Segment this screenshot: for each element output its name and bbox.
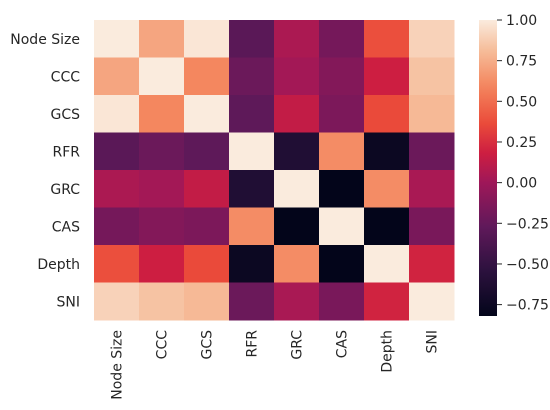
- heatmap-cell: [319, 57, 365, 96]
- heatmap-cell: [94, 57, 140, 96]
- heatmap-cell: [364, 282, 410, 321]
- heatmap-cell: [409, 245, 455, 283]
- heatmap-cell: [139, 170, 185, 208]
- heatmap-cell: [364, 95, 410, 133]
- heatmap-cell: [364, 170, 410, 208]
- heatmap-cell: [319, 95, 365, 133]
- y-tick-label: GCS: [50, 107, 80, 123]
- x-tick-label: Node Size: [110, 330, 126, 400]
- heatmap-cell: [139, 282, 185, 321]
- colorbar-tick-label: 0.00: [506, 176, 537, 192]
- heatmap-cell: [274, 170, 320, 208]
- heatmap-cell: [409, 282, 455, 321]
- heatmap-cell: [94, 245, 140, 283]
- heatmap-cell: [319, 207, 365, 246]
- heatmap-cell: [94, 170, 140, 208]
- heatmap-cell: [409, 207, 455, 246]
- y-tick-label: SNI: [57, 294, 81, 310]
- heatmap-cell: [229, 207, 275, 246]
- heatmap-cell: [409, 170, 455, 208]
- heatmap-cell: [94, 95, 140, 133]
- heatmap-cell: [274, 95, 320, 133]
- heatmap-cell: [274, 245, 320, 283]
- y-axis-labels: Node Size CCC GCS RFR GRC CAS Depth SNI: [10, 32, 80, 311]
- heatmap-cell: [139, 20, 185, 58]
- x-tick-label: CCC: [155, 330, 171, 360]
- x-tick-label: RFR: [245, 330, 261, 358]
- heatmap-cell: [94, 282, 140, 321]
- heatmap-cell: [139, 57, 185, 96]
- heatmap-cell: [364, 207, 410, 246]
- heatmap-cell: [274, 132, 320, 171]
- heatmap-cell: [184, 57, 230, 96]
- x-tick-label: CAS: [335, 330, 351, 358]
- x-tick-label: GCS: [200, 330, 216, 360]
- heatmap-cell: [409, 57, 455, 96]
- y-tick-label: CAS: [52, 219, 80, 235]
- heatmap-cell: [139, 132, 185, 171]
- colorbar-tick-label: 0.25: [506, 135, 537, 151]
- heatmap-cell: [94, 207, 140, 246]
- heatmap-cell: [229, 245, 275, 283]
- heatmap-cell: [184, 245, 230, 283]
- heatmap-cell: [184, 132, 230, 171]
- heatmap-cell: [184, 207, 230, 246]
- colorbar-tick-label: 0.75: [506, 54, 537, 70]
- y-tick-label: Node Size: [10, 32, 80, 48]
- heatmap-cell: [364, 132, 410, 171]
- heatmap-cell: [409, 20, 455, 58]
- x-tick-label: Depth: [380, 330, 396, 373]
- heatmap-cells: [94, 20, 455, 321]
- heatmap-cell: [94, 20, 140, 58]
- heatmap-cell: [319, 170, 365, 208]
- colorbar-tick-label: −0.50: [506, 257, 549, 273]
- heatmap-cell: [364, 57, 410, 96]
- heatmap-cell: [229, 170, 275, 208]
- y-tick-label: Depth: [37, 257, 80, 273]
- heatmap-cell: [274, 20, 320, 58]
- colorbar-tick-label: −0.75: [506, 298, 549, 314]
- heatmap-cell: [274, 207, 320, 246]
- heatmap-cell: [184, 20, 230, 58]
- heatmap-cell: [184, 282, 230, 321]
- colorbar-ticks: 1.00 0.75 0.50 0.25 0.00 −0.25 −0.50 −0.75: [497, 13, 549, 314]
- colorbar-tick-label: −0.25: [506, 216, 549, 232]
- x-axis-labels: Node Size CCC GCS RFR GRC CAS Depth SNI: [110, 330, 441, 400]
- heatmap-cell: [184, 170, 230, 208]
- y-tick-label: RFR: [52, 144, 80, 160]
- heatmap-cell: [409, 132, 455, 171]
- colorbar-tick-label: 0.50: [506, 94, 537, 110]
- heatmap-cell: [94, 132, 140, 171]
- colorbar-tick-label: 1.00: [506, 13, 537, 29]
- heatmap-cell: [274, 282, 320, 321]
- heatmap-cell: [319, 282, 365, 321]
- y-tick-label: CCC: [51, 69, 81, 85]
- heatmap-cell: [139, 245, 185, 283]
- heatmap-cell: [364, 245, 410, 283]
- heatmap-cell: [274, 57, 320, 96]
- y-tick-label: GRC: [50, 182, 80, 198]
- heatmap-cell: [409, 95, 455, 133]
- heatmap-cell: [319, 20, 365, 58]
- heatmap-cell: [229, 282, 275, 321]
- heatmap-cell: [319, 132, 365, 171]
- heatmap-cell: [229, 95, 275, 133]
- heatmap-cell: [229, 57, 275, 96]
- heatmap-cell: [229, 20, 275, 58]
- colorbar: [479, 20, 497, 316]
- heatmap-cell: [319, 245, 365, 283]
- heatmap-cell: [139, 207, 185, 246]
- x-tick-label: GRC: [290, 330, 306, 360]
- x-tick-label: SNI: [425, 330, 441, 354]
- heatmap-cell: [229, 132, 275, 171]
- heatmap-cell: [364, 20, 410, 58]
- heatmap-cell: [184, 95, 230, 133]
- heatmap-cell: [139, 95, 185, 133]
